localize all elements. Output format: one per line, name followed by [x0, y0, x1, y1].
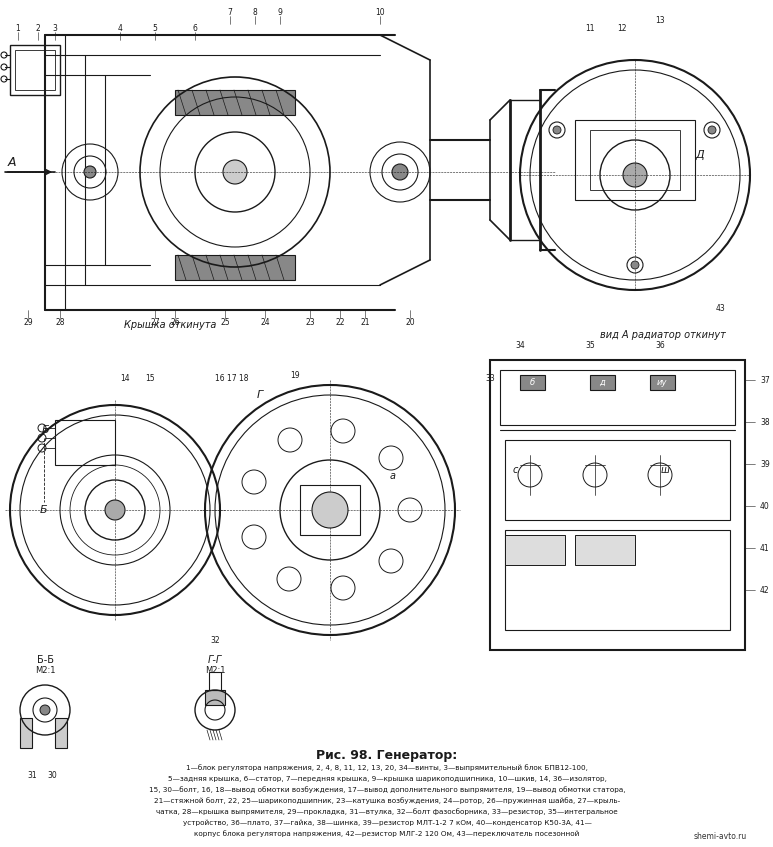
Text: 2: 2 [36, 24, 40, 32]
Bar [15, 50, 55, 90]
Bar [590, 130, 680, 190]
Text: 9: 9 [278, 8, 282, 16]
Text: иу: иу [657, 378, 667, 386]
Text: shemi-avto.ru: shemi-avto.ru [693, 832, 747, 840]
Bar [575, 120, 695, 200]
Circle shape [312, 492, 348, 528]
Text: 39: 39 [760, 460, 770, 468]
Circle shape [623, 163, 647, 187]
Text: чатка, 28—крышка выпрямителя, 29—прокладка, 31—втулка, 32—болт фазосборника, 33—: чатка, 28—крышка выпрямителя, 29—проклад… [156, 809, 618, 816]
Bar [55, 718, 67, 748]
Text: 22: 22 [335, 318, 345, 326]
Text: 7: 7 [227, 8, 233, 16]
Bar [55, 420, 115, 465]
Bar [209, 672, 221, 690]
Text: 36: 36 [656, 340, 665, 350]
Text: 8: 8 [253, 8, 257, 16]
Bar [300, 485, 360, 535]
Bar [490, 360, 745, 650]
Text: 6: 6 [192, 24, 197, 32]
Text: 1: 1 [15, 24, 20, 32]
Text: Б-Б: Б-Б [36, 655, 53, 665]
Text: 27: 27 [150, 318, 160, 326]
Text: 25: 25 [220, 318, 230, 326]
Bar [205, 690, 225, 705]
Bar [650, 375, 675, 390]
Circle shape [105, 500, 125, 520]
Circle shape [392, 164, 408, 180]
Circle shape [631, 261, 639, 269]
Text: 5—задняя крышка, 6—статор, 7—передняя крышка, 9—крышка шарикоподшипника, 10—шкив: 5—задняя крышка, 6—статор, 7—передняя кр… [168, 776, 607, 782]
Text: 32: 32 [210, 635, 220, 645]
Bar [20, 718, 32, 748]
Bar [575, 535, 635, 565]
Text: с: с [512, 465, 518, 475]
Text: 5: 5 [152, 24, 158, 32]
Bar [10, 45, 60, 95]
Text: 1—блок регулятора напряжения, 2, 4, 8, 11, 12, 13, 20, 34—винты, 3—выпрямительны: 1—блок регулятора напряжения, 2, 4, 8, 1… [186, 765, 588, 772]
Text: Г: Г [257, 390, 263, 400]
Text: 4: 4 [117, 24, 122, 32]
Circle shape [40, 705, 50, 715]
Text: Крышка откинута: Крышка откинута [124, 320, 216, 330]
Text: М2:1: М2:1 [35, 666, 55, 674]
Text: 10: 10 [375, 8, 385, 16]
Text: 15, 30—болт, 16, 18—вывод обмотки возбуждения, 17—вывод дополнительного выпрямит: 15, 30—болт, 16, 18—вывод обмотки возбуж… [148, 787, 625, 794]
Bar [505, 530, 730, 630]
Text: 21: 21 [360, 318, 369, 326]
Text: 28: 28 [55, 318, 65, 326]
Bar [500, 370, 735, 425]
Circle shape [708, 126, 716, 134]
Text: 37: 37 [760, 375, 770, 385]
Bar [505, 535, 565, 565]
Bar [505, 440, 730, 520]
Text: М2:1: М2:1 [205, 666, 225, 674]
Text: а: а [390, 471, 396, 481]
Text: 35: 35 [585, 340, 595, 350]
Text: 43: 43 [715, 303, 725, 313]
Bar [175, 90, 295, 115]
Text: 13: 13 [656, 15, 665, 25]
Text: 20: 20 [405, 318, 415, 326]
Bar [590, 375, 615, 390]
Text: Б: Б [40, 505, 48, 515]
Text: 29: 29 [23, 318, 32, 326]
Text: ш: ш [661, 465, 669, 475]
Bar [175, 255, 295, 280]
Text: 30: 30 [47, 771, 57, 779]
Text: 21—стяжной болт, 22, 25—шарикоподшипник, 23—катушка возбуждения, 24—ротор, 26—пр: 21—стяжной болт, 22, 25—шарикоподшипник,… [154, 798, 620, 805]
Text: 12: 12 [618, 24, 627, 32]
Text: Б: Б [41, 425, 49, 435]
Text: 11: 11 [585, 24, 594, 32]
Text: д: д [599, 378, 605, 386]
Text: корпус блока регулятора напряжения, 42—резистор МЛГ-2 120 Ом, 43—переключатель п: корпус блока регулятора напряжения, 42—р… [194, 831, 580, 838]
Text: Д: Д [696, 150, 704, 160]
Text: 19: 19 [290, 370, 300, 379]
Text: 23: 23 [305, 318, 315, 326]
Text: б: б [530, 378, 535, 386]
Text: 15: 15 [145, 374, 155, 383]
Text: 26: 26 [170, 318, 180, 326]
Text: 24: 24 [261, 318, 270, 326]
Circle shape [84, 166, 96, 178]
Circle shape [223, 160, 247, 184]
Text: Рис. 98. Генератор:: Рис. 98. Генератор: [316, 749, 458, 761]
Text: 41: 41 [760, 544, 770, 552]
Text: А: А [8, 156, 16, 169]
Text: вид А радиатор откинут: вид А радиатор откинут [600, 330, 726, 340]
Text: 14: 14 [120, 374, 130, 383]
Text: 38: 38 [760, 418, 770, 427]
Text: 31: 31 [27, 771, 37, 779]
Text: 42: 42 [760, 585, 770, 595]
Text: 34: 34 [515, 340, 525, 350]
Text: 40: 40 [760, 501, 770, 511]
Circle shape [553, 126, 561, 134]
Text: Г-Г: Г-Г [208, 655, 222, 665]
Text: устройство, 36—плато, 37—гайка, 38—шинка, 39—резистор МЛТ-1-2 7 кОм, 40—конденса: устройство, 36—плато, 37—гайка, 38—шинка… [182, 820, 591, 827]
Text: 3: 3 [53, 24, 57, 32]
Bar [520, 375, 545, 390]
Text: 33: 33 [485, 374, 495, 383]
Text: 16 17 18: 16 17 18 [215, 374, 249, 383]
